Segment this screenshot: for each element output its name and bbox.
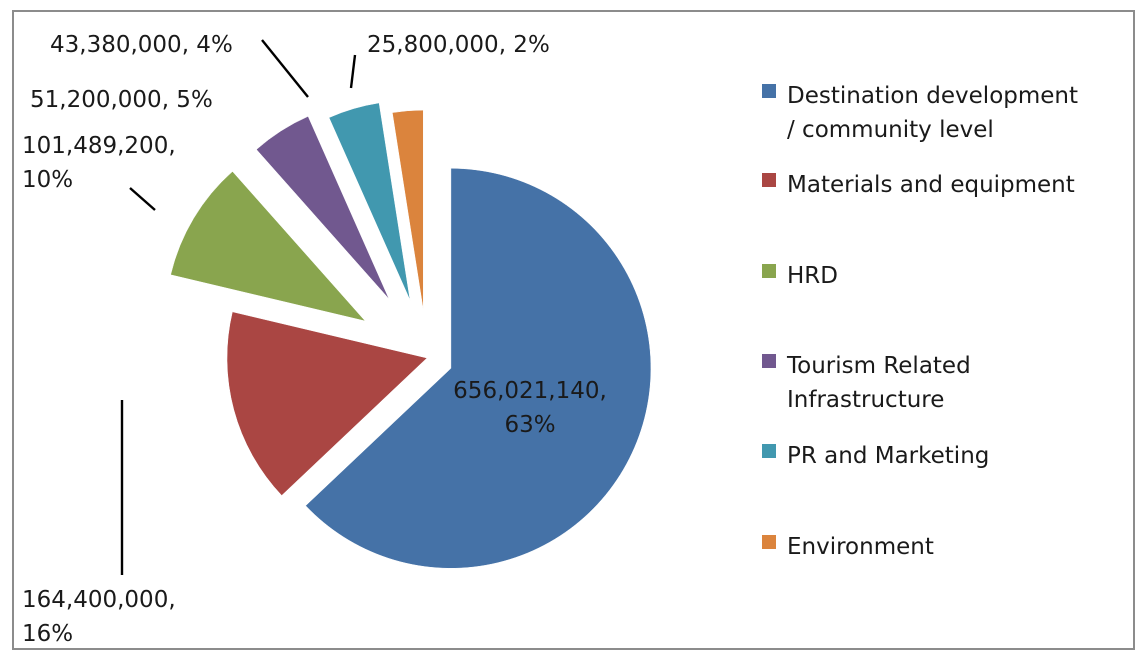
legend-item-pr-marketing: PR and Marketing	[762, 443, 989, 469]
legend-swatch-tourism-infrastructure	[762, 354, 776, 368]
legend-item-materials-equipment: Materials and equipment	[762, 172, 1075, 198]
legend-label-environment: Environment	[787, 534, 934, 560]
legend-item-destination-development: Destination development / community level	[762, 83, 1078, 143]
legend-label-tourism-infrastructure-line-1: Tourism Related	[786, 353, 971, 379]
legend-swatch-destination-development	[762, 84, 776, 98]
slice-pr-marketing	[328, 102, 411, 301]
data-label-hrd-line-2: 10%	[22, 167, 73, 193]
leader-line-hrd	[129, 187, 156, 211]
slice-environment	[392, 109, 424, 311]
legend-label-materials-equipment: Materials and equipment	[787, 172, 1075, 198]
data-label-pr-marketing: 43,380,000, 4%	[50, 32, 233, 58]
legend-item-environment: Environment	[762, 534, 934, 560]
slice-tourism-infrastructure	[256, 115, 390, 300]
data-label-hrd-line-1: 101,489,200,	[22, 133, 176, 159]
slice-destination-development	[305, 168, 652, 569]
legend-swatch-environment	[762, 535, 776, 549]
legend-label-destination-development-line-1: Destination development	[787, 83, 1078, 109]
legend-label-destination-development-line-2: / community level	[787, 117, 994, 143]
legend-swatch-pr-marketing	[762, 444, 776, 458]
data-label-environment: 25,800,000, 2%	[367, 32, 550, 58]
legend-item-tourism-infrastructure: Tourism Related Infrastructure	[762, 353, 971, 413]
slice-materials-equipment	[226, 311, 428, 496]
data-label-materials-equipment-line-1: 164,400,000,	[22, 587, 176, 613]
legend-swatch-materials-equipment	[762, 173, 776, 187]
legend-label-pr-marketing: PR and Marketing	[787, 443, 989, 469]
data-label-materials-equipment-line-2: 16%	[22, 621, 73, 647]
legend-item-hrd: HRD	[762, 263, 838, 289]
legend-swatch-hrd	[762, 264, 776, 278]
legend-label-tourism-infrastructure-line-2: Infrastructure	[787, 387, 944, 413]
data-label-destination-development-line-1: 656,021,140,	[453, 378, 607, 404]
leader-line-pr-marketing	[261, 39, 309, 98]
legend-label-hrd: HRD	[787, 263, 838, 289]
leader-line-environment	[349, 54, 357, 89]
data-label-destination-development-line-2: 63%	[504, 412, 555, 438]
slice-hrd	[170, 171, 366, 322]
data-label-tourism-infrastructure: 51,200,000, 5%	[30, 87, 213, 113]
